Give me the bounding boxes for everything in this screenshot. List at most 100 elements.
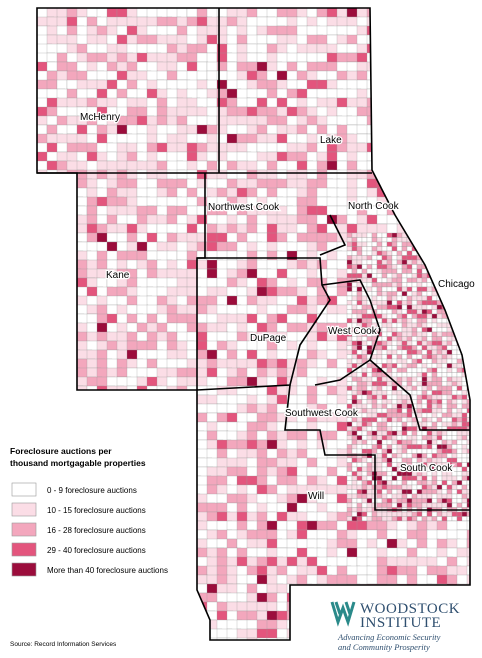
tract [456, 97, 469, 115]
tract [386, 79, 400, 99]
tract [386, 475, 393, 481]
tract [146, 457, 165, 474]
tract [446, 448, 453, 454]
tract [472, 386, 477, 391]
tract [236, 133, 249, 144]
tract [416, 142, 429, 159]
tract [426, 61, 440, 81]
tract [396, 124, 414, 136]
tract [371, 376, 378, 382]
tract [386, 246, 393, 252]
tract [386, 259, 393, 265]
tract [472, 359, 477, 364]
tract [396, 115, 417, 129]
tract [156, 610, 172, 628]
tract [46, 196, 65, 207]
tract [266, 637, 285, 640]
tract [466, 331, 470, 337]
tract [361, 237, 368, 243]
tract [451, 444, 458, 450]
tract [416, 430, 423, 436]
tract [472, 292, 477, 297]
tract [381, 489, 388, 495]
tract [446, 273, 453, 279]
tract [166, 502, 183, 515]
tract [381, 417, 388, 423]
tract [386, 61, 398, 77]
tract [346, 502, 353, 508]
tract [391, 385, 398, 391]
tract [346, 489, 353, 495]
tract [411, 493, 418, 499]
tract [351, 291, 358, 297]
tract [431, 408, 438, 414]
tract [46, 187, 66, 203]
tract [391, 232, 398, 238]
tract [361, 502, 368, 508]
tract [356, 300, 363, 306]
tract [416, 160, 428, 174]
tract [116, 466, 139, 480]
tract [451, 448, 458, 454]
tract [416, 412, 423, 418]
tract [396, 295, 403, 301]
tract [176, 565, 197, 581]
tract [371, 399, 378, 405]
tract [431, 295, 438, 301]
tract [391, 484, 398, 490]
tract [466, 309, 470, 315]
tract [466, 151, 470, 166]
tract [356, 471, 363, 477]
tract [391, 246, 398, 252]
tract [316, 592, 330, 612]
tract [466, 574, 470, 591]
tract [456, 592, 470, 609]
tract [266, 268, 279, 280]
tract [56, 574, 71, 594]
tract [461, 318, 468, 324]
tract [116, 628, 137, 639]
tract [376, 142, 388, 156]
tract [166, 457, 183, 471]
tract [416, 498, 423, 504]
tract [456, 471, 463, 477]
tract [376, 304, 383, 310]
tract [441, 435, 448, 441]
tract [351, 237, 358, 243]
tract [136, 610, 149, 628]
tract [356, 421, 363, 427]
tract [396, 88, 414, 101]
tract [366, 484, 373, 490]
tract [366, 259, 373, 265]
tract [116, 592, 133, 608]
tract [46, 601, 63, 618]
tract [446, 358, 453, 364]
tract [396, 475, 403, 481]
tract [361, 354, 368, 360]
tract [456, 399, 463, 405]
tract [351, 363, 358, 369]
tract [396, 331, 403, 337]
tract [406, 291, 413, 297]
tract [351, 349, 358, 355]
tract [391, 372, 398, 378]
tract [361, 277, 368, 283]
tract [466, 354, 470, 360]
tract [386, 345, 393, 351]
tract [146, 493, 169, 510]
tract [396, 34, 419, 45]
tract [401, 502, 408, 508]
tract [376, 349, 383, 355]
tract [456, 313, 463, 319]
tract [376, 385, 383, 391]
tract [416, 277, 423, 283]
tract [426, 124, 440, 144]
tract [376, 106, 389, 126]
tract [126, 403, 149, 423]
tract [351, 439, 358, 445]
tract [421, 381, 428, 387]
tract [436, 318, 443, 324]
tract [461, 484, 468, 490]
tract [472, 305, 477, 310]
tract [371, 250, 378, 256]
